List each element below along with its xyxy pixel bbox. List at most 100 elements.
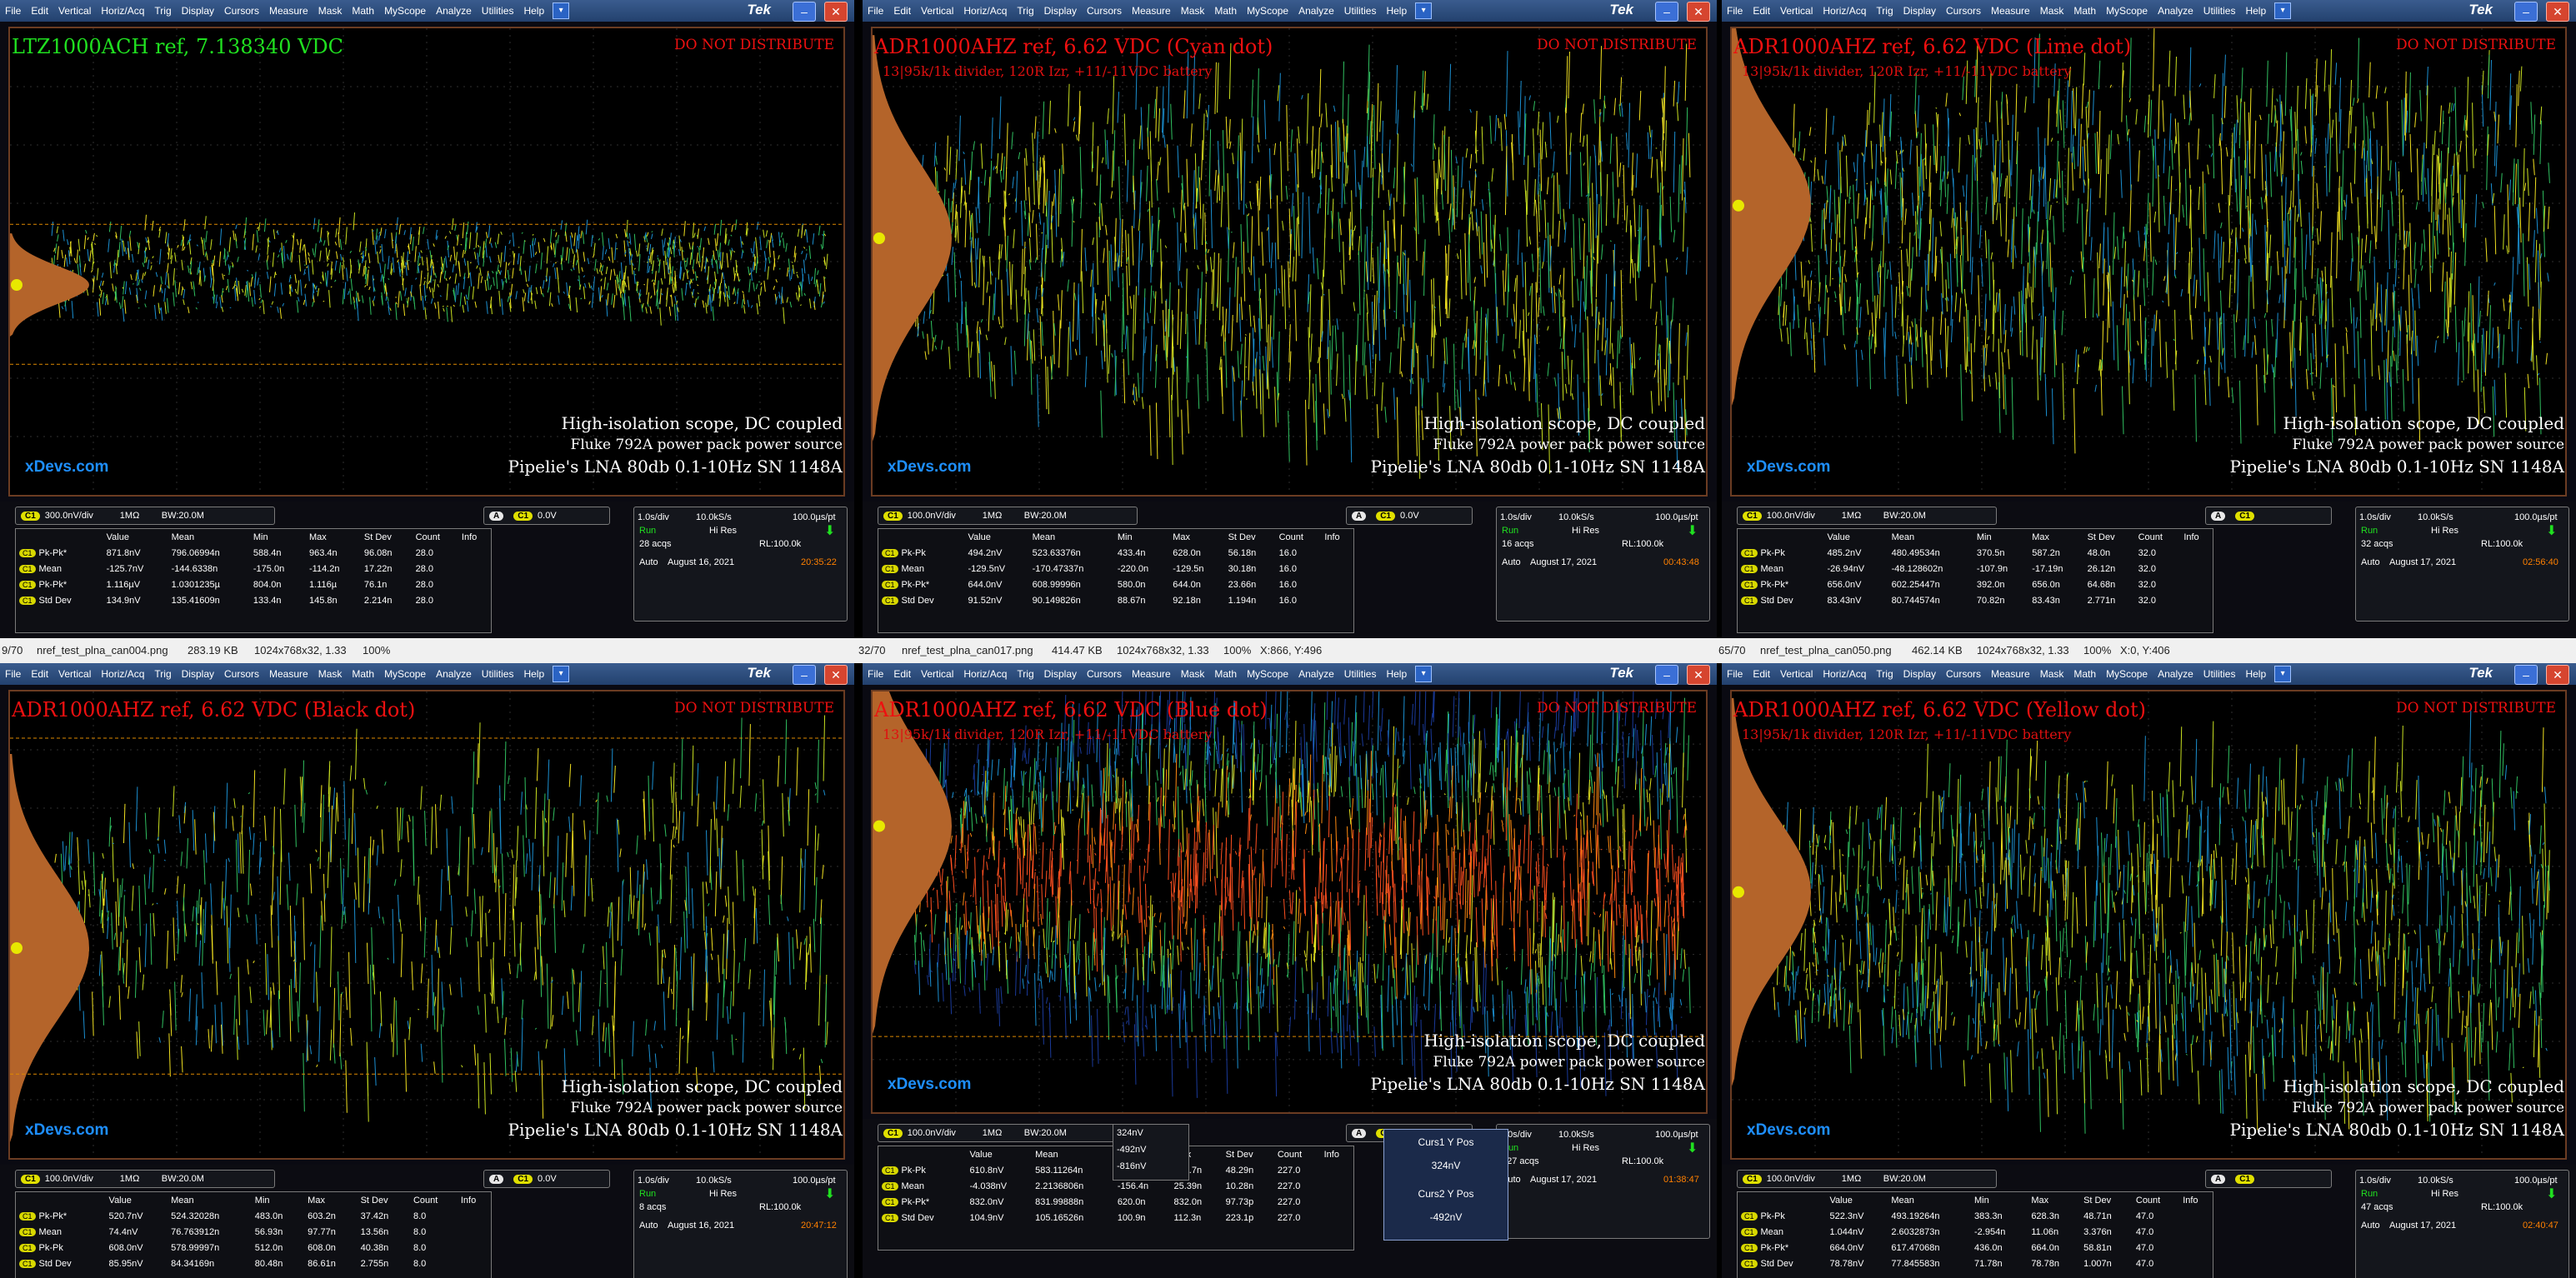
- close-button[interactable]: ✕: [2546, 2, 2569, 22]
- menu-myscope[interactable]: MyScope: [2106, 668, 2148, 680]
- menu-vertical[interactable]: Vertical: [921, 668, 954, 680]
- menu-dropdown-icon[interactable]: ▾: [2274, 666, 2292, 682]
- menu-dropdown-icon[interactable]: ▾: [2274, 2, 2292, 19]
- acquisition-readout[interactable]: 1.0s/div 10.0kS/s 100.0µs/pt Run Hi Res 28 ac…: [633, 507, 848, 622]
- menu-file[interactable]: File: [1727, 5, 1743, 17]
- minimize-button[interactable]: –: [1655, 665, 1678, 685]
- minimize-button[interactable]: –: [793, 2, 816, 22]
- menu-math[interactable]: Math: [1214, 668, 1238, 680]
- menu-utilities[interactable]: Utilities: [481, 5, 514, 17]
- menu-math[interactable]: Math: [352, 5, 375, 17]
- menu-mask[interactable]: Mask: [1180, 5, 1205, 17]
- menu-mask[interactable]: Mask: [1180, 668, 1205, 680]
- channel-readout[interactable]: C1 300.0nV/div 1MΩ BW:20.0M: [15, 507, 275, 525]
- menu-mask[interactable]: Mask: [318, 668, 343, 680]
- measurement-table[interactable]: Value Mean Min Max St Dev Count Info C1 Pk-Pk 494…: [878, 528, 1354, 633]
- menu-utilities[interactable]: Utilities: [2203, 5, 2236, 17]
- acquisition-readout[interactable]: 1.0s/div 10.0kS/s 100.0µs/pt Run Hi Res 16 ac…: [1496, 507, 1710, 622]
- menu-dropdown-icon[interactable]: ▾: [553, 2, 570, 19]
- meas-row[interactable]: C1 Std Dev 85.95nV 84.34169n 80.48n 86.61n 2.7…: [16, 1256, 491, 1271]
- menu-edit[interactable]: Edit: [1753, 5, 1771, 17]
- meas-row[interactable]: C1 Pk-Pk* 656.0nV 602.25447n 392.0n 656.0n 64.…: [1738, 577, 2213, 592]
- trigger-readout[interactable]: A C1 0.0V: [483, 507, 610, 525]
- menu-math[interactable]: Math: [352, 668, 375, 680]
- meas-row[interactable]: C1 Std Dev 78.78nV 77.845583n 71.78n 78.78n 1.…: [1738, 1256, 2213, 1271]
- menu-help[interactable]: Help: [523, 668, 545, 680]
- menu-dropdown-icon[interactable]: ▾: [1415, 2, 1433, 19]
- menu-display[interactable]: Display: [1903, 668, 1936, 680]
- menu-cursors[interactable]: Cursors: [224, 5, 260, 17]
- meas-row[interactable]: C1 Pk-Pk* 520.7nV 524.32028n 483.0n 603.2n 37.…: [16, 1208, 491, 1224]
- meas-row[interactable]: C1 Pk-Pk 485.2nV 480.49534n 370.5n 587.2n 48.0…: [1738, 545, 2213, 561]
- meas-row[interactable]: C1 Pk-Pk* 1.116µV 1.0301235µ 804.0n 1.116µ 76.…: [16, 577, 491, 592]
- menu-help[interactable]: Help: [523, 5, 545, 17]
- meas-row[interactable]: C1 Mean -125.7nV -144.6338n -175.0n -114.2n 17…: [16, 561, 491, 577]
- menu-display[interactable]: Display: [1043, 5, 1077, 17]
- menu-analyze[interactable]: Analyze: [1298, 5, 1334, 17]
- meas-row[interactable]: C1 Mean -4.038nV 2.2136806n -156.4n 25.39n 10.…: [878, 1178, 1353, 1194]
- menu-file[interactable]: File: [5, 5, 22, 17]
- acquisition-readout[interactable]: 1.0s/div 10.0kS/s 100.0µs/pt Run Hi Res 227 a…: [1496, 1124, 1710, 1239]
- menu-trig[interactable]: Trig: [154, 5, 172, 17]
- trigger-readout[interactable]: A C1: [2205, 1170, 2332, 1188]
- meas-row[interactable]: C1 Pk-Pk 522.3nV 493.19264n 383.3n 628.3n 48.7…: [1738, 1208, 2213, 1224]
- measurement-table[interactable]: Value Mean Min Max St Dev Count Info C1 Pk-Pk* 52…: [15, 1191, 492, 1278]
- menu-trig[interactable]: Trig: [1017, 5, 1034, 17]
- menu-cursors[interactable]: Cursors: [1087, 5, 1123, 17]
- meas-row[interactable]: C1 Std Dev 134.9nV 135.41609n 133.4n 145.8n 2.…: [16, 592, 491, 608]
- menu-file[interactable]: File: [1727, 668, 1743, 680]
- menu-horizacq[interactable]: Horiz/Acq: [101, 5, 145, 17]
- menu-utilities[interactable]: Utilities: [481, 668, 514, 680]
- channel1-marker[interactable]: [1733, 886, 1744, 898]
- close-button[interactable]: ✕: [824, 665, 848, 685]
- menu-analyze[interactable]: Analyze: [436, 5, 472, 17]
- menu-edit[interactable]: Edit: [1753, 668, 1771, 680]
- menu-edit[interactable]: Edit: [893, 5, 912, 17]
- meas-row[interactable]: C1 Std Dev 83.43nV 80.744574n 70.82n 83.43n 2.…: [1738, 592, 2213, 608]
- meas-row[interactable]: C1 Pk-Pk* 832.0nV 831.99888n 620.0n 832.0n 97.…: [878, 1194, 1353, 1210]
- menu-measure[interactable]: Measure: [269, 668, 308, 680]
- minimize-button[interactable]: –: [2514, 2, 2538, 22]
- menu-analyze[interactable]: Analyze: [2158, 668, 2193, 680]
- acquisition-readout[interactable]: 1.0s/div 10.0kS/s 100.0µs/pt Run Hi Res 32 ac…: [2355, 507, 2569, 622]
- menu-dropdown-icon[interactable]: ▾: [1415, 666, 1433, 682]
- close-button[interactable]: ✕: [2546, 665, 2569, 685]
- menu-math[interactable]: Math: [2073, 5, 2097, 17]
- cursor-position-panel[interactable]: Curs1 Y Pos 324nV Curs2 Y Pos -492nV: [1383, 1129, 1508, 1241]
- menu-edit[interactable]: Edit: [31, 5, 49, 17]
- menu-trig[interactable]: Trig: [1876, 5, 1893, 17]
- menu-myscope[interactable]: MyScope: [384, 668, 427, 680]
- menu-cursors[interactable]: Cursors: [1087, 668, 1123, 680]
- channel1-marker[interactable]: [873, 232, 885, 244]
- meas-row[interactable]: C1 Mean -26.94nV -48.128602n -107.9n -17.19n 2…: [1738, 561, 2213, 577]
- channel1-marker[interactable]: [873, 820, 885, 832]
- trigger-readout[interactable]: A C1: [2205, 507, 2332, 525]
- cursor-readout[interactable]: 324nV -492nV -816nV: [1113, 1124, 1189, 1181]
- meas-row[interactable]: C1 Mean 74.4nV 76.763912n 56.93n 97.77n 13.56n…: [16, 1224, 491, 1240]
- menu-cursors[interactable]: Cursors: [1946, 5, 1982, 17]
- acquisition-readout[interactable]: 1.0s/div 10.0kS/s 100.0µs/pt Run Hi Res 47 ac…: [2355, 1170, 2569, 1278]
- menu-measure[interactable]: Measure: [1132, 5, 1171, 17]
- channel-readout[interactable]: C1 100.0nV/div 1MΩ BW:20.0M: [878, 1124, 1138, 1142]
- measurement-table[interactable]: Value Mean Min Max St Dev Count Info C1 Pk-Pk 522…: [1737, 1191, 2213, 1278]
- menu-vertical[interactable]: Vertical: [58, 5, 92, 17]
- menu-vertical[interactable]: Vertical: [1780, 5, 1813, 17]
- menu-analyze[interactable]: Analyze: [436, 668, 472, 680]
- menu-trig[interactable]: Trig: [1876, 668, 1893, 680]
- close-button[interactable]: ✕: [1687, 2, 1710, 22]
- menu-horizacq[interactable]: Horiz/Acq: [963, 5, 1008, 17]
- menu-analyze[interactable]: Analyze: [2158, 5, 2193, 17]
- channel-readout[interactable]: C1 100.0nV/div 1MΩ BW:20.0M: [15, 1170, 275, 1188]
- menu-help[interactable]: Help: [1386, 668, 1408, 680]
- menu-horizacq[interactable]: Horiz/Acq: [101, 668, 145, 680]
- channel1-marker[interactable]: [1733, 199, 1744, 212]
- meas-row[interactable]: C1 Pk-Pk* 871.8nV 796.06994n 588.4n 963.4n 96.…: [16, 545, 491, 561]
- close-button[interactable]: ✕: [1687, 665, 1710, 685]
- menu-math[interactable]: Math: [2073, 668, 2097, 680]
- menu-help[interactable]: Help: [2245, 5, 2267, 17]
- waveform-display[interactable]: [10, 691, 843, 1158]
- meas-row[interactable]: C1 Pk-Pk 608.0nV 578.99997n 512.0n 608.0n 40.3…: [16, 1240, 491, 1256]
- trigger-readout[interactable]: A C1 0.0V: [483, 1170, 610, 1188]
- menu-cursors[interactable]: Cursors: [224, 668, 260, 680]
- menu-analyze[interactable]: Analyze: [1298, 668, 1334, 680]
